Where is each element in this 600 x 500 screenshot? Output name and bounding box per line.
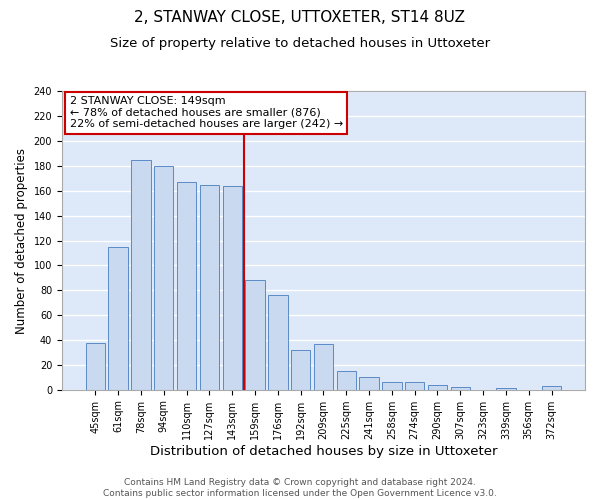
Bar (200, 184, 219, 390)
Text: 2, STANWAY CLOSE, UTTOXETER, ST14 8UZ: 2, STANWAY CLOSE, UTTOXETER, ST14 8UZ (134, 10, 466, 25)
Text: Size of property relative to detached houses in Uttoxeter: Size of property relative to detached ho… (110, 38, 490, 51)
Bar (382, 382, 401, 390)
Bar (131, 160, 151, 390)
Bar (177, 182, 196, 390)
Bar (154, 166, 173, 390)
Bar (314, 344, 333, 390)
Bar (268, 296, 287, 390)
Bar (109, 247, 128, 390)
Bar (428, 385, 447, 390)
Y-axis label: Number of detached properties: Number of detached properties (15, 148, 28, 334)
Bar (86, 342, 105, 390)
Bar (405, 382, 424, 390)
Bar (291, 350, 310, 390)
Bar (223, 186, 242, 390)
X-axis label: Distribution of detached houses by size in Uttoxeter: Distribution of detached houses by size … (150, 444, 497, 458)
Bar (359, 378, 379, 390)
Bar (245, 280, 265, 390)
Bar (451, 387, 470, 390)
Bar (496, 388, 515, 390)
Bar (542, 386, 561, 390)
Text: 2 STANWAY CLOSE: 149sqm
← 78% of detached houses are smaller (876)
22% of semi-d: 2 STANWAY CLOSE: 149sqm ← 78% of detache… (70, 96, 343, 129)
Bar (337, 371, 356, 390)
Text: Contains HM Land Registry data © Crown copyright and database right 2024.
Contai: Contains HM Land Registry data © Crown c… (103, 478, 497, 498)
